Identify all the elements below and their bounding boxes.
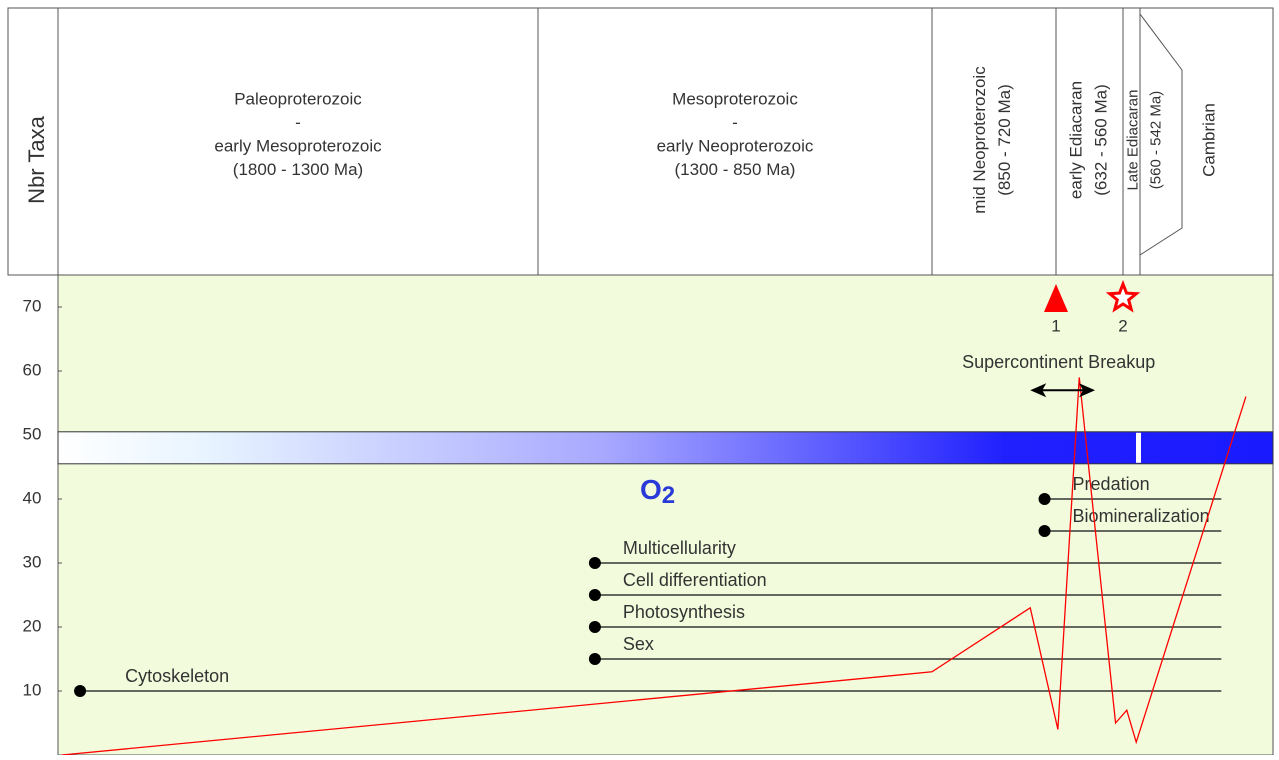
period-label: Late Ediacaran — [1124, 90, 1141, 191]
y-tick-label: 50 — [23, 424, 42, 443]
innovation-start — [1038, 525, 1051, 537]
event-label: 1 — [1051, 316, 1060, 335]
y-tick-label: 30 — [23, 552, 42, 571]
oxygen-subscript: 2 — [662, 482, 675, 509]
innovation-label: Predation — [1073, 474, 1150, 494]
period-label: mid Neoproterozoic — [970, 66, 989, 214]
innovation-label: Biomineralization — [1073, 506, 1210, 526]
oxygen-gap — [1136, 432, 1141, 463]
period-label: Mesoproterozoic — [672, 89, 798, 108]
innovation-label: Multicellularity — [623, 538, 736, 558]
period-label: - — [732, 113, 738, 132]
taxa-line — [61, 377, 1247, 756]
period-label: early Ediacaran — [1066, 81, 1085, 199]
innovation-start — [588, 653, 601, 665]
event-label: 2 — [1118, 316, 1127, 335]
innovation-start — [74, 685, 87, 697]
header — [7, 7, 1274, 276]
period-label: (632 - 560 Ma) — [1091, 84, 1110, 196]
innovation-start — [1038, 493, 1051, 505]
event-triangle — [1044, 284, 1068, 312]
period-label: early Mesoproterozoic — [214, 136, 382, 155]
innovation-label: Cytoskeleton — [125, 666, 229, 686]
innovation-label: Cell differentiation — [623, 570, 767, 590]
y-tick-label: 70 — [23, 296, 42, 315]
event-star — [1105, 279, 1141, 313]
innovation-label: Sex — [623, 634, 654, 654]
period-label: - — [295, 113, 301, 132]
arrowhead — [1030, 383, 1047, 398]
y-tick-label: 60 — [23, 360, 42, 379]
arrowhead — [1079, 383, 1096, 398]
period-label: (1800 - 1300 Ma) — [233, 160, 363, 179]
y-tick-label: 40 — [23, 488, 42, 507]
breakup-label: Supercontinent Breakup — [962, 352, 1155, 372]
period-label: (1300 - 850 Ma) — [675, 160, 796, 179]
y-axis-label: Nbr Taxa — [24, 115, 49, 203]
period-label: Paleoproterozoic — [234, 89, 362, 108]
y-tick-label: 10 — [23, 680, 42, 699]
innovation-start — [588, 557, 601, 569]
innovation-label: Photosynthesis — [623, 602, 745, 622]
oxygen-symbol: O — [640, 474, 662, 505]
period-label: (850 - 720 Ma) — [995, 84, 1014, 196]
oxygen-band — [57, 431, 1274, 465]
period-label: (560 - 542 Ma) — [1147, 91, 1164, 189]
innovation-start — [588, 589, 601, 601]
oxygen-label: O2 — [640, 474, 675, 509]
y-tick-label: 20 — [23, 616, 42, 635]
period-label: early Neoproterozoic — [657, 136, 814, 155]
innovation-start — [588, 621, 601, 633]
period-label: Cambrian — [1199, 103, 1218, 177]
